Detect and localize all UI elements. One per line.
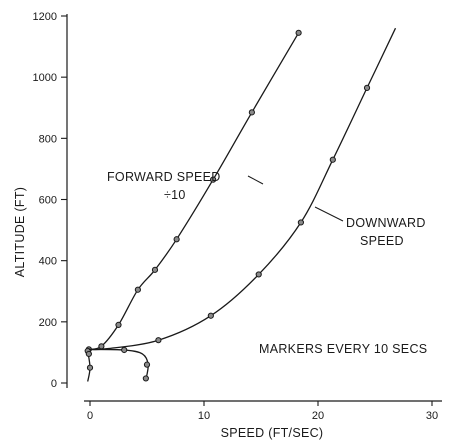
data-point: [297, 219, 304, 226]
y-tick-label: 200: [39, 317, 57, 329]
data-point: [173, 236, 180, 243]
data-point: [121, 346, 128, 354]
x-tick-label: 0: [87, 410, 93, 422]
axes: [66, 14, 442, 402]
data-point: [143, 361, 151, 368]
markers-note: MARKERS EVERY 10 SECS: [259, 342, 427, 356]
data-point: [207, 312, 214, 319]
data-point: [155, 337, 162, 344]
forward-speed-leader: [247, 175, 264, 185]
x-tick-label: 20: [312, 410, 324, 422]
data-point: [210, 176, 217, 183]
y-tick-label: 1000: [33, 72, 57, 84]
y-tick-label: 1200: [33, 11, 57, 23]
downward-speed-label-line2: SPEED: [360, 234, 404, 248]
x-tick-label: 30: [426, 410, 438, 422]
series-line-1: [88, 27, 397, 351]
data-point: [142, 375, 149, 382]
data-point: [115, 321, 122, 328]
downward-speed-label: DOWNWARD: [346, 216, 426, 230]
data-point: [134, 286, 141, 293]
data-point: [329, 156, 336, 163]
axis-ticks: 0 200 400 600 800 1000 1200 0 10 20 30: [33, 11, 439, 422]
y-tick-label: 0: [51, 378, 57, 390]
data-point: [363, 84, 371, 91]
data-point: [295, 29, 302, 36]
downward-speed-leader: [314, 206, 344, 222]
y-tick-label: 600: [39, 195, 57, 207]
y-tick-label: 400: [39, 256, 57, 268]
data-point: [98, 343, 105, 350]
series-line-0: [88, 32, 300, 351]
data-point: [86, 364, 94, 371]
y-axis-title: ALTITUDE (FT): [13, 187, 27, 277]
forward-speed-label: FORWARD SPEED: [107, 170, 221, 184]
data-point: [248, 109, 255, 116]
data-point: [255, 271, 262, 278]
x-axis-title: SPEED (FT/SEC): [221, 426, 324, 440]
y-tick-label: 800: [39, 133, 57, 145]
series-line-3: [88, 348, 149, 381]
forward-speed-divisor-label: ÷10: [164, 188, 186, 202]
series-layer: [84, 27, 397, 382]
x-tick-label: 10: [198, 410, 210, 422]
data-point: [151, 266, 159, 273]
data-point: [85, 350, 92, 358]
